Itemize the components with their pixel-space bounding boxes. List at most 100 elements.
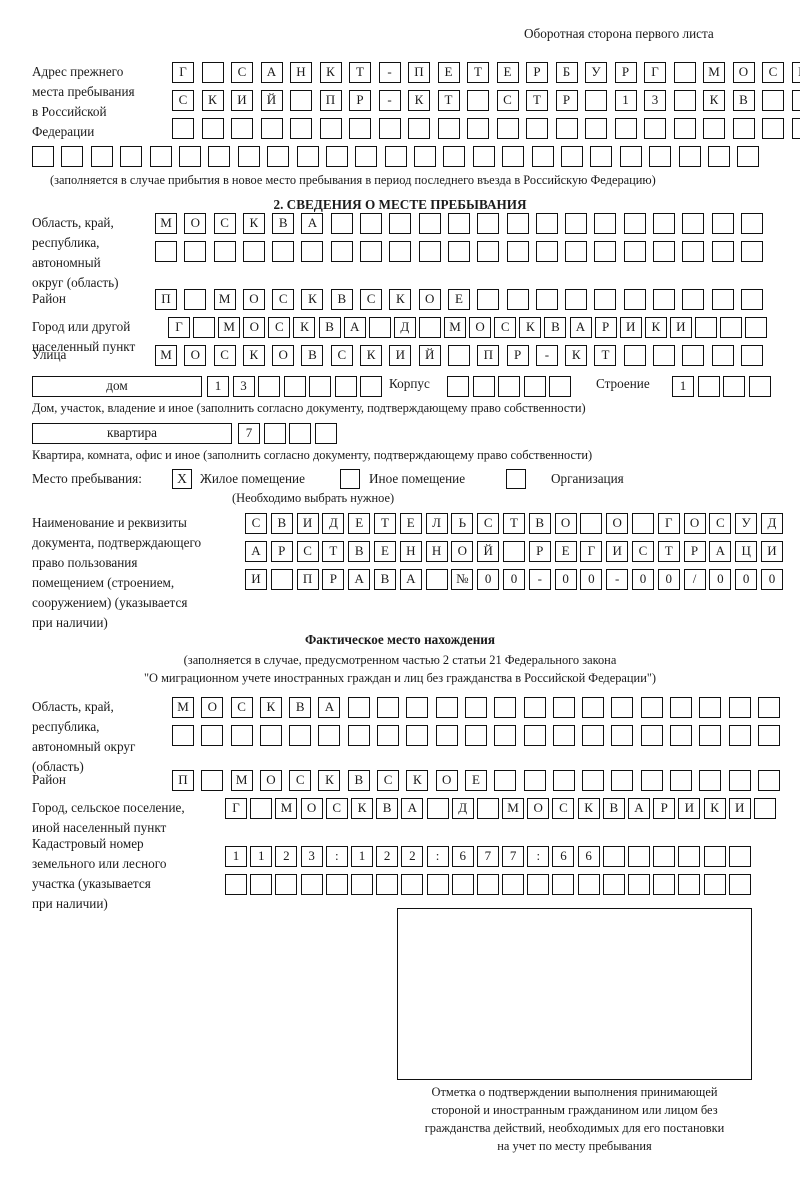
char-cell[interactable]: - bbox=[528, 569, 551, 590]
char-cell[interactable] bbox=[531, 146, 554, 167]
char-cell[interactable] bbox=[670, 697, 693, 718]
char-cell[interactable]: Р bbox=[614, 62, 637, 83]
char-cell[interactable]: Т bbox=[349, 62, 371, 83]
char-cell[interactable]: Г bbox=[644, 62, 666, 83]
char-cell[interactable]: О bbox=[683, 513, 706, 534]
char-cell[interactable]: А bbox=[343, 317, 366, 338]
char-cell[interactable]: К bbox=[350, 798, 373, 819]
char-cell[interactable] bbox=[506, 241, 529, 262]
char-cell[interactable]: 0 bbox=[502, 569, 525, 590]
char-cell[interactable] bbox=[325, 874, 348, 895]
char-cell[interactable] bbox=[653, 345, 676, 366]
char-cell[interactable] bbox=[611, 725, 634, 746]
char-cell[interactable] bbox=[523, 376, 546, 397]
char-cell[interactable] bbox=[408, 118, 430, 139]
char-cell[interactable] bbox=[762, 118, 784, 139]
char-cell[interactable]: У bbox=[585, 62, 607, 83]
char-cell[interactable] bbox=[389, 213, 412, 234]
char-cell[interactable] bbox=[213, 241, 236, 262]
char-cell[interactable]: М bbox=[275, 798, 298, 819]
char-cell[interactable] bbox=[682, 241, 705, 262]
char-cell[interactable] bbox=[435, 725, 458, 746]
char-cell[interactable]: Е bbox=[464, 770, 487, 791]
char-cell[interactable]: И bbox=[389, 345, 412, 366]
char-cell[interactable]: Т bbox=[594, 345, 617, 366]
char-cell[interactable]: Т bbox=[437, 90, 460, 111]
char-cell[interactable]: О bbox=[184, 213, 207, 234]
char-cell[interactable]: 1 bbox=[672, 376, 694, 397]
char-cell[interactable] bbox=[378, 118, 401, 139]
char-cell[interactable] bbox=[406, 725, 429, 746]
char-cell[interactable]: С bbox=[289, 770, 312, 791]
char-cell[interactable] bbox=[272, 241, 295, 262]
char-cell[interactable] bbox=[611, 770, 634, 791]
char-cell[interactable]: 7 bbox=[791, 90, 800, 111]
char-cell[interactable]: В bbox=[544, 317, 567, 338]
char-cell[interactable] bbox=[711, 345, 734, 366]
char-cell[interactable]: К bbox=[242, 213, 265, 234]
char-cell[interactable]: О bbox=[451, 541, 474, 562]
char-cell[interactable] bbox=[748, 376, 771, 397]
char-cell[interactable] bbox=[670, 770, 693, 791]
char-cell[interactable] bbox=[703, 874, 726, 895]
char-cell[interactable] bbox=[631, 513, 654, 534]
region-row-2[interactable] bbox=[155, 241, 770, 262]
actual-region-row-2[interactable] bbox=[172, 725, 787, 746]
char-cell[interactable] bbox=[653, 241, 676, 262]
char-cell[interactable] bbox=[230, 725, 253, 746]
char-cell[interactable] bbox=[565, 213, 588, 234]
char-cell[interactable]: И bbox=[619, 317, 642, 338]
char-cell[interactable] bbox=[585, 90, 607, 111]
char-cell[interactable] bbox=[523, 770, 546, 791]
char-cell[interactable]: В bbox=[270, 513, 293, 534]
char-cell[interactable]: : bbox=[527, 846, 550, 867]
char-cell[interactable] bbox=[728, 770, 751, 791]
char-cell[interactable]: П bbox=[172, 770, 194, 791]
char-cell[interactable] bbox=[594, 213, 617, 234]
char-cell[interactable] bbox=[673, 90, 696, 111]
char-cell[interactable] bbox=[494, 697, 517, 718]
char-cell[interactable]: В bbox=[376, 798, 399, 819]
char-cell[interactable]: Т bbox=[373, 513, 396, 534]
char-cell[interactable] bbox=[467, 90, 489, 111]
char-cell[interactable] bbox=[757, 770, 780, 791]
char-cell[interactable]: Р bbox=[555, 90, 578, 111]
char-cell[interactable]: И bbox=[728, 798, 751, 819]
char-cell[interactable] bbox=[172, 118, 194, 139]
char-cell[interactable]: О bbox=[469, 317, 492, 338]
char-cell[interactable] bbox=[201, 725, 224, 746]
char-cell[interactable]: Л bbox=[425, 513, 448, 534]
char-cell[interactable] bbox=[594, 289, 617, 310]
char-cell[interactable]: К bbox=[519, 317, 542, 338]
char-cell[interactable]: У bbox=[735, 513, 758, 534]
char-cell[interactable]: О bbox=[184, 345, 207, 366]
char-cell[interactable]: Р bbox=[322, 569, 345, 590]
char-cell[interactable]: С bbox=[330, 345, 353, 366]
char-cell[interactable] bbox=[301, 241, 324, 262]
house-box-label[interactable]: дом bbox=[32, 376, 202, 397]
char-cell[interactable] bbox=[711, 289, 734, 310]
char-cell[interactable]: 2 bbox=[376, 846, 399, 867]
char-cell[interactable]: 2 bbox=[275, 846, 298, 867]
char-cell[interactable]: 0 bbox=[760, 569, 783, 590]
char-cell[interactable]: П bbox=[296, 569, 319, 590]
char-cell[interactable] bbox=[360, 241, 383, 262]
char-cell[interactable] bbox=[703, 118, 725, 139]
char-cell[interactable]: С bbox=[494, 317, 517, 338]
char-cell[interactable] bbox=[673, 118, 696, 139]
char-cell[interactable] bbox=[762, 90, 784, 111]
char-cell[interactable]: А bbox=[245, 541, 267, 562]
char-cell[interactable]: М bbox=[502, 798, 525, 819]
char-cell[interactable] bbox=[552, 697, 575, 718]
char-cell[interactable] bbox=[464, 725, 487, 746]
char-cell[interactable] bbox=[628, 874, 650, 895]
char-cell[interactable] bbox=[443, 146, 466, 167]
char-cell[interactable]: С bbox=[213, 345, 236, 366]
char-cell[interactable] bbox=[711, 241, 734, 262]
